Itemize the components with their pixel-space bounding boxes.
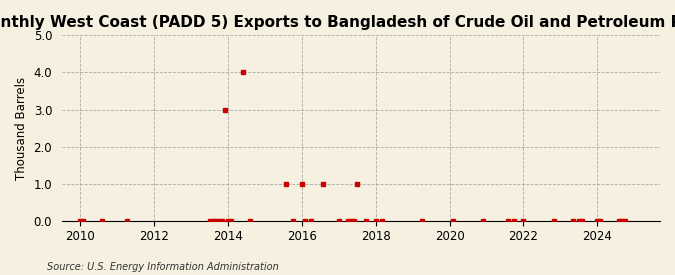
Text: Source: U.S. Energy Information Administration: Source: U.S. Energy Information Administ… — [47, 262, 279, 272]
Title: Monthly West Coast (PADD 5) Exports to Bangladesh of Crude Oil and Petroleum Pro: Monthly West Coast (PADD 5) Exports to B… — [0, 15, 675, 30]
Y-axis label: Thousand Barrels: Thousand Barrels — [15, 76, 28, 180]
